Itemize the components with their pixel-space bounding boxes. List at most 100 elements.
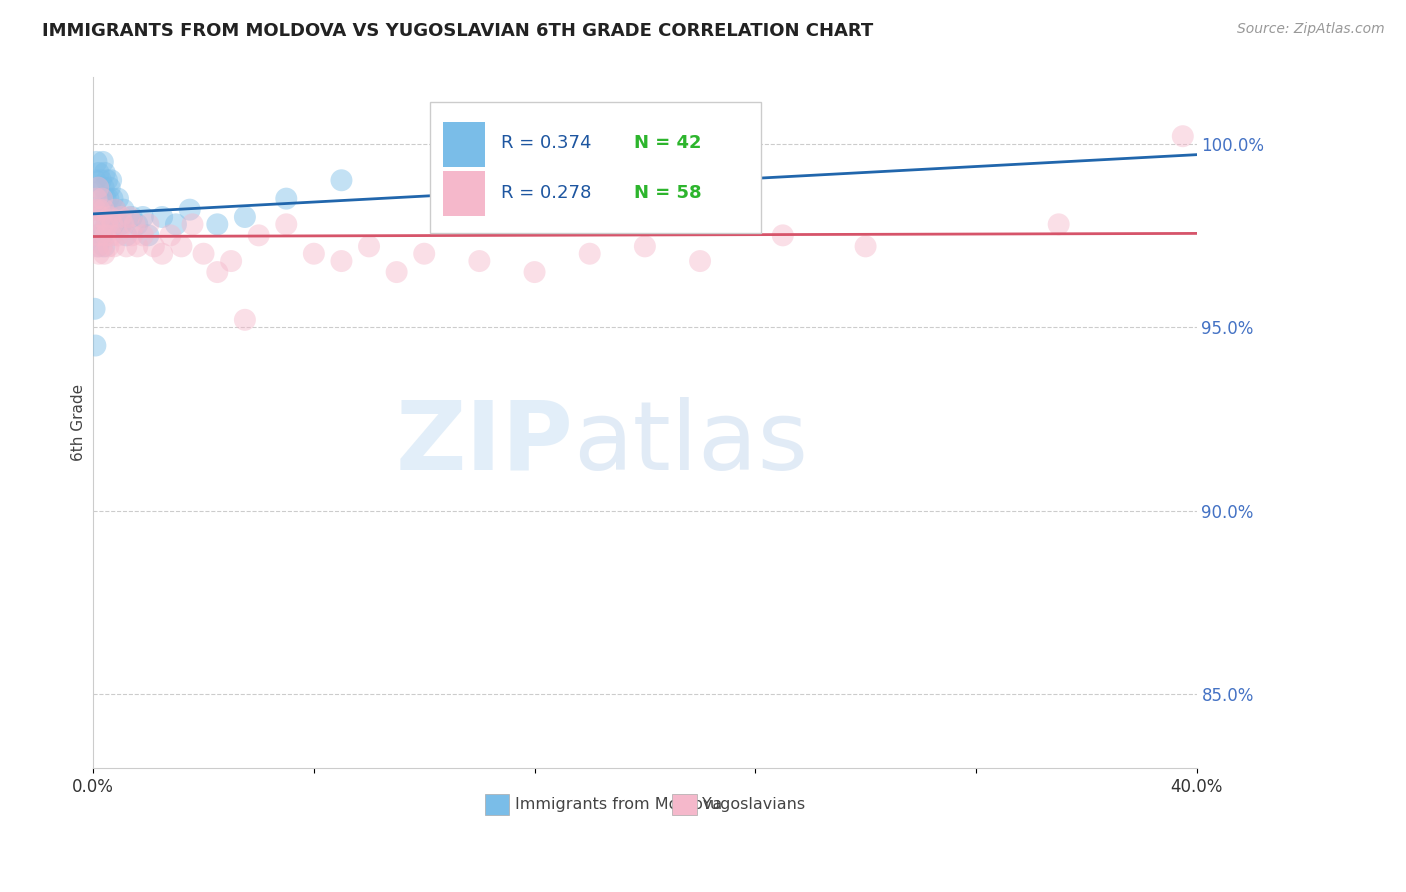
- Point: [115, 239, 138, 253]
- Point: [1047, 217, 1070, 231]
- FancyBboxPatch shape: [430, 102, 761, 233]
- Point: [104, 202, 127, 217]
- Point: [181, 217, 204, 231]
- Point: [83, 202, 105, 217]
- Point: [91, 155, 114, 169]
- Text: N = 42: N = 42: [634, 134, 702, 152]
- Point: [118, 210, 141, 224]
- Point: [634, 239, 657, 253]
- Point: [84, 173, 107, 187]
- Point: [100, 228, 122, 243]
- Point: [96, 173, 118, 187]
- Point: [91, 192, 114, 206]
- Point: [112, 202, 135, 217]
- Point: [97, 192, 120, 206]
- Point: [110, 210, 132, 224]
- Point: [90, 239, 112, 253]
- Point: [93, 239, 115, 253]
- Point: [110, 217, 132, 231]
- Point: [93, 180, 115, 194]
- Point: [127, 217, 149, 231]
- Point: [98, 210, 121, 224]
- Point: [357, 239, 380, 253]
- Point: [127, 239, 149, 253]
- Point: [772, 228, 794, 243]
- Point: [89, 217, 111, 231]
- Point: [302, 246, 325, 260]
- Point: [115, 228, 138, 243]
- Point: [124, 217, 146, 231]
- Point: [91, 228, 114, 243]
- Bar: [672, 794, 697, 814]
- Point: [90, 210, 112, 224]
- Point: [86, 192, 108, 206]
- Point: [138, 228, 160, 243]
- Point: [468, 254, 491, 268]
- Point: [84, 338, 107, 352]
- Point: [89, 228, 111, 243]
- Point: [132, 228, 155, 243]
- Point: [100, 173, 122, 187]
- Point: [150, 210, 173, 224]
- Point: [121, 228, 143, 243]
- Point: [523, 265, 546, 279]
- Point: [219, 254, 242, 268]
- Point: [101, 217, 124, 231]
- Point: [87, 180, 110, 194]
- Point: [86, 180, 108, 194]
- Point: [142, 239, 165, 253]
- Point: [247, 228, 270, 243]
- Point: [112, 217, 135, 231]
- Text: R = 0.374: R = 0.374: [502, 134, 592, 152]
- Point: [121, 210, 143, 224]
- Point: [233, 313, 256, 327]
- Bar: [443, 170, 485, 216]
- Point: [89, 192, 111, 206]
- Point: [233, 210, 256, 224]
- Text: IMMIGRANTS FROM MOLDOVA VS YUGOSLAVIAN 6TH GRADE CORRELATION CHART: IMMIGRANTS FROM MOLDOVA VS YUGOSLAVIAN 6…: [42, 22, 873, 40]
- Point: [91, 217, 114, 231]
- Bar: [485, 794, 509, 814]
- Point: [276, 217, 298, 231]
- Point: [107, 228, 129, 243]
- Text: atlas: atlas: [574, 397, 808, 490]
- Point: [103, 217, 125, 231]
- Point: [179, 202, 201, 217]
- Point: [413, 246, 436, 260]
- Point: [207, 217, 229, 231]
- Point: [96, 217, 118, 231]
- Point: [90, 202, 112, 217]
- Text: Source: ZipAtlas.com: Source: ZipAtlas.com: [1237, 22, 1385, 37]
- Point: [330, 173, 353, 187]
- Point: [385, 265, 408, 279]
- Point: [165, 217, 187, 231]
- Point: [101, 192, 124, 206]
- Point: [83, 217, 105, 231]
- Point: [132, 210, 155, 224]
- Point: [93, 202, 115, 217]
- Bar: [443, 122, 485, 167]
- Point: [103, 239, 125, 253]
- Point: [330, 254, 353, 268]
- Point: [94, 192, 117, 206]
- Point: [107, 192, 129, 206]
- Point: [104, 202, 127, 217]
- Point: [98, 180, 121, 194]
- Point: [94, 228, 117, 243]
- Point: [87, 239, 110, 253]
- Text: Yugoslavians: Yugoslavians: [702, 797, 806, 812]
- Point: [87, 166, 110, 180]
- Text: R = 0.278: R = 0.278: [502, 184, 592, 202]
- Point: [578, 246, 600, 260]
- Point: [86, 239, 108, 253]
- Point: [84, 228, 107, 243]
- Text: N = 58: N = 58: [634, 184, 702, 202]
- Point: [1171, 129, 1194, 144]
- Point: [84, 202, 107, 217]
- Point: [150, 246, 173, 260]
- Point: [93, 246, 115, 260]
- Y-axis label: 6th Grade: 6th Grade: [72, 384, 86, 461]
- Point: [97, 239, 120, 253]
- Point: [83, 301, 105, 316]
- Point: [207, 265, 229, 279]
